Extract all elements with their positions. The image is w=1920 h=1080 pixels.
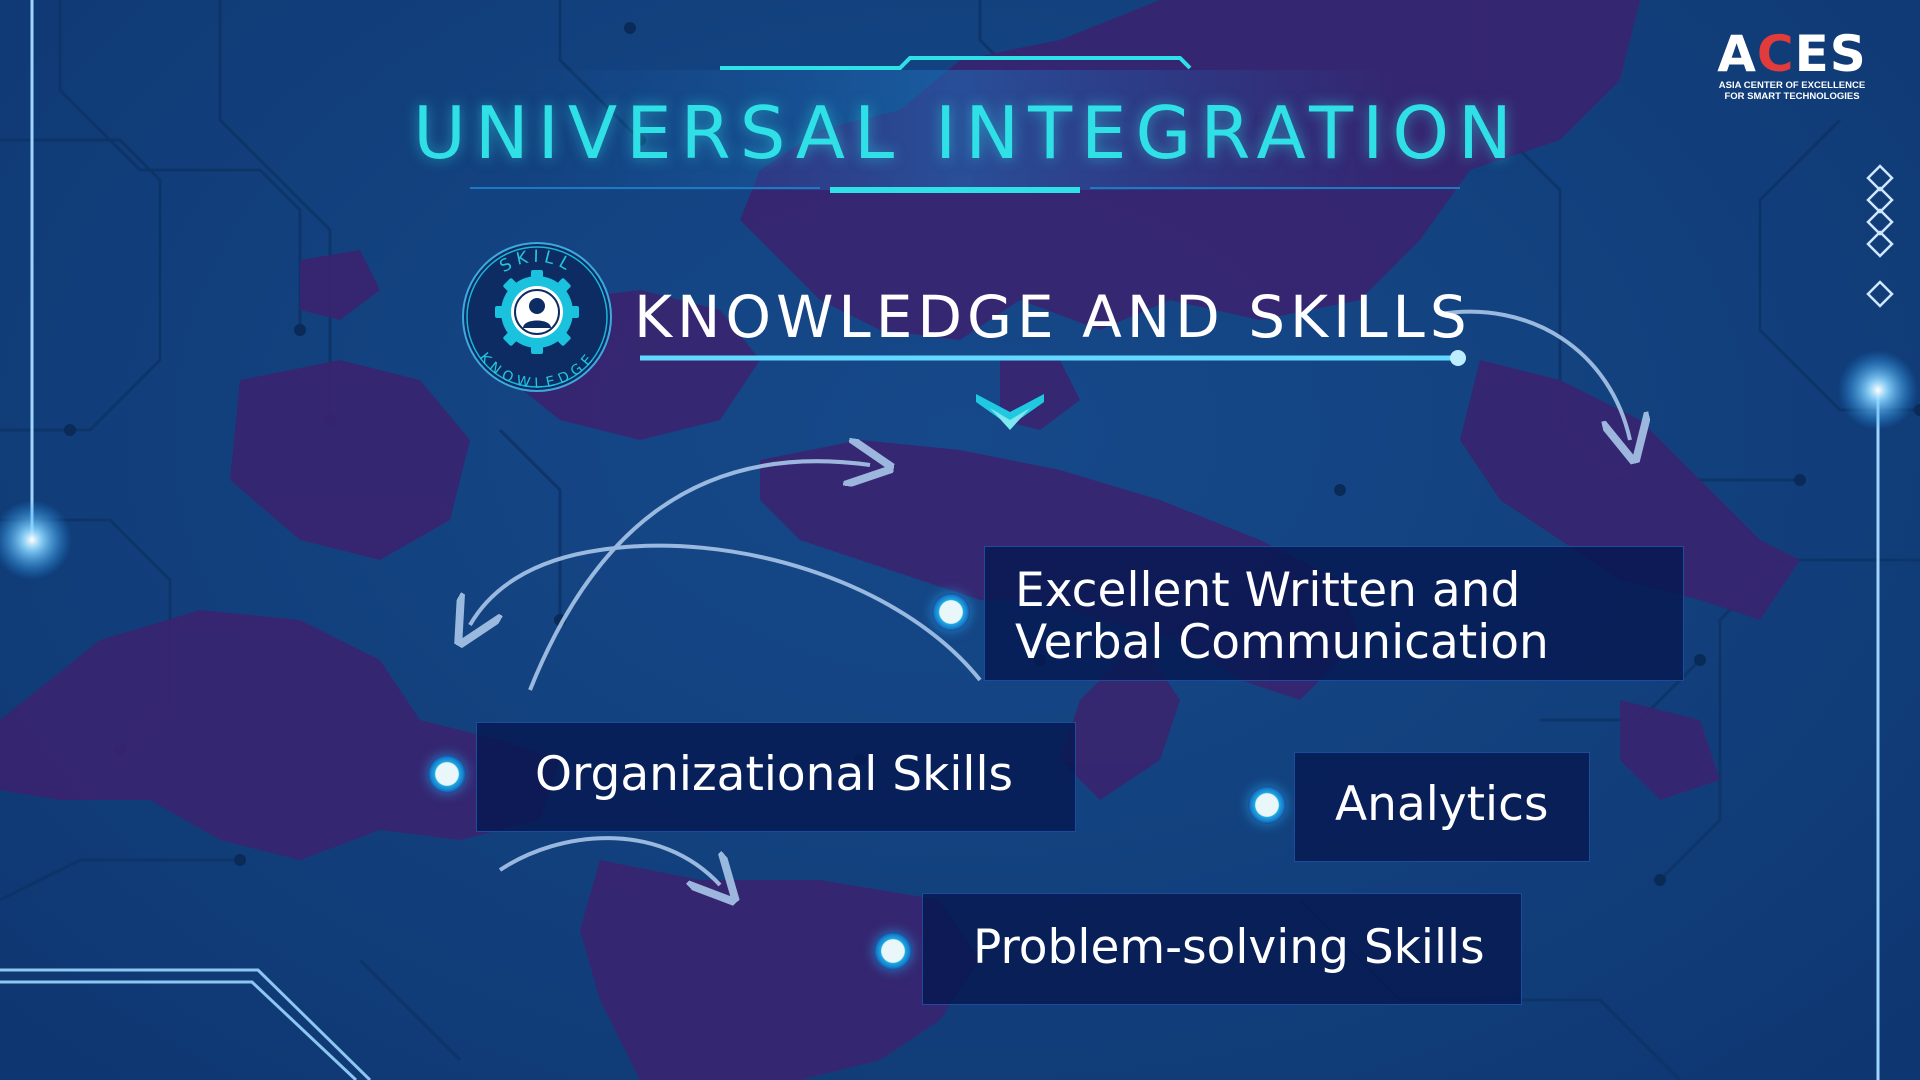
- section-title: KNOWLEDGE AND SKILLS: [634, 283, 1472, 351]
- skill-label: Organizational Skills: [535, 747, 1013, 802]
- logo-line-1: ASIA CENTER OF EXCELLENCE: [1718, 80, 1866, 91]
- skill-label-line-1: Excellent Written and: [1015, 563, 1521, 618]
- corner-lines: [0, 968, 372, 1080]
- bullet-dot-icon: [932, 593, 970, 631]
- skill-box-analytics: Analytics: [1294, 752, 1590, 862]
- gear-person-icon: [495, 270, 579, 354]
- bullet-dot-icon: [1248, 786, 1286, 824]
- skill-box-problem-solving: Problem-solving Skills: [922, 893, 1522, 1005]
- skill-box-communication: Excellent Written and Verbal Communicati…: [984, 546, 1684, 681]
- chevron-down-icon: [976, 394, 1044, 430]
- title-frame: [470, 56, 1460, 193]
- skill-box-organizational: Organizational Skills: [476, 722, 1076, 832]
- skill-label: Analytics: [1335, 777, 1549, 832]
- aces-logo: ACES ASIA CENTER OF EXCELLENCE FOR SMART…: [1712, 28, 1872, 102]
- section-underline: [640, 350, 1466, 366]
- bullet-dot-icon: [428, 755, 466, 793]
- logo-line-2: FOR SMART TECHNOLOGIES: [1724, 91, 1860, 102]
- diamond-icon: [1866, 164, 1894, 308]
- logo-wordmark: ACES: [1717, 25, 1867, 83]
- page-title: UNIVERSAL INTEGRATION: [413, 91, 1521, 175]
- skill-label: Problem-solving Skills: [973, 920, 1485, 975]
- skill-knowledge-badge: SKILL KNOWLEDGE: [462, 242, 612, 392]
- arrow-icon: [470, 309, 1630, 885]
- skill-label-line-2: Verbal Communication: [1015, 615, 1549, 670]
- bullet-dot-icon: [874, 932, 912, 970]
